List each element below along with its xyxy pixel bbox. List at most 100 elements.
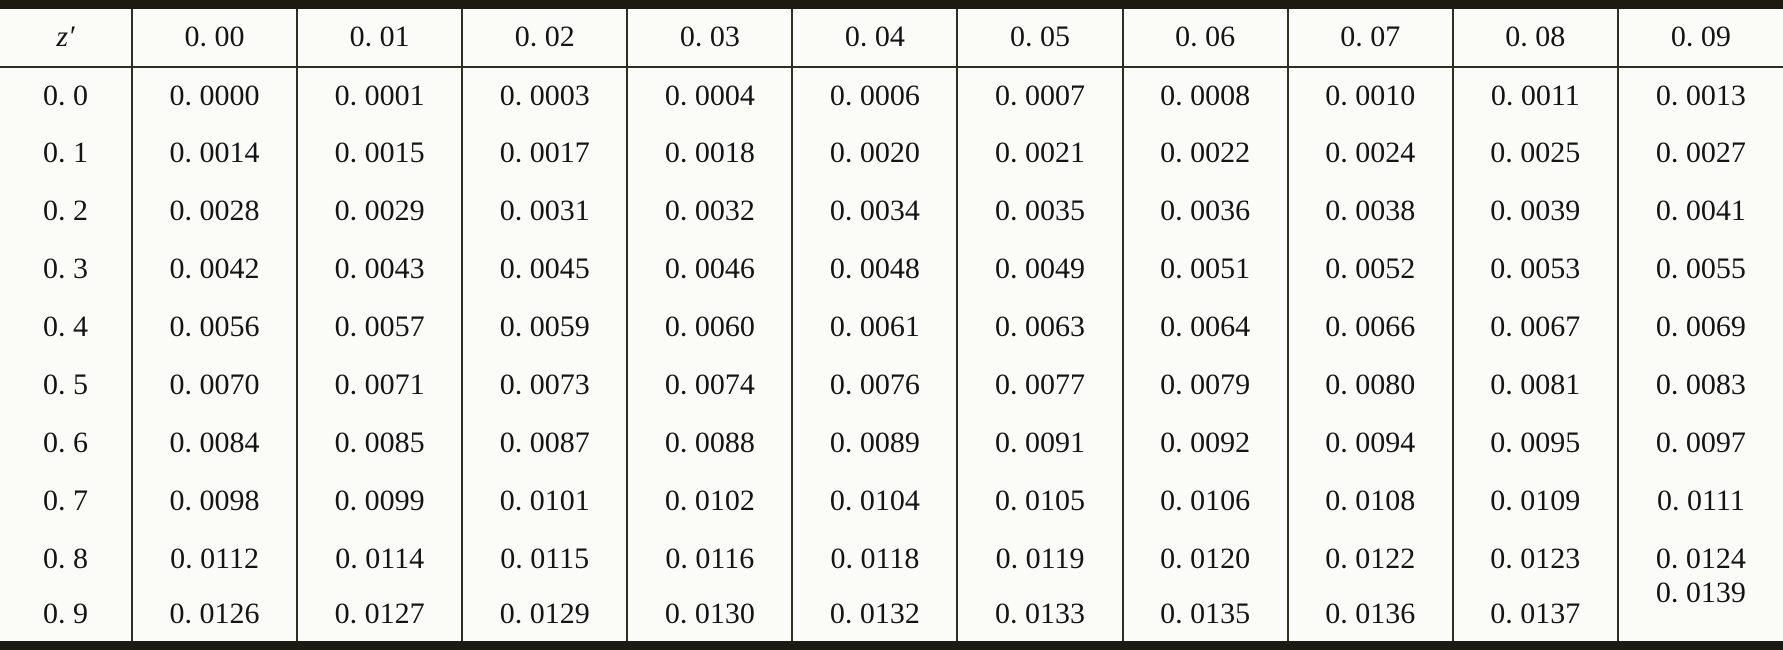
cell-value: 0. 0014 xyxy=(169,136,260,170)
cell-value: 0. 0003 xyxy=(499,78,590,112)
cell-value: 0. 0126 xyxy=(169,597,260,631)
cell-value: 0. 0102 xyxy=(664,483,755,517)
table-cell: 0. 0079 xyxy=(1122,355,1289,414)
table-cell: 0. 0136 xyxy=(1287,587,1454,646)
table-cell: 0. 0087 xyxy=(462,413,629,472)
table-cell: 0. 0035 xyxy=(957,182,1124,241)
z-prime-label: z′ xyxy=(56,20,75,54)
table-cell: 0. 0031 xyxy=(462,182,629,241)
cell-value: 0. 0132 xyxy=(829,597,920,631)
table-cell: 0. 0038 xyxy=(1287,182,1454,241)
table-cell: 0. 0085 xyxy=(297,413,464,472)
cell-value: 0. 0004 xyxy=(664,78,755,112)
cell-value: 0. 0043 xyxy=(334,252,425,286)
table-cell: 0. 0069 xyxy=(1618,298,1783,356)
cell-value: 0. 0101 xyxy=(499,483,590,517)
cell-value: 0. 0115 xyxy=(500,541,590,575)
table-row-4: 0. 4 0. 0056 0. 0057 0. 0059 0. 0060 0. 0061 0… xyxy=(0,298,1783,356)
table-cell: 0. 0133 xyxy=(957,587,1124,646)
cell-value: 0. 0087 xyxy=(499,425,590,459)
table-cell: 0. 0059 xyxy=(462,298,629,356)
table-cell: 0. 0130 xyxy=(627,587,794,646)
table-cell: 0. 0011 xyxy=(1452,66,1619,125)
cell-value: 0. 0049 xyxy=(995,252,1086,286)
row-header-2: 0. 2 xyxy=(0,182,133,241)
cell-value: 0. 0006 xyxy=(829,78,920,112)
table-cell: 0. 0034 xyxy=(792,182,959,241)
cell-value: 0. 0060 xyxy=(664,310,755,343)
cell-value: 0. 0048 xyxy=(829,252,920,286)
cell-value: 0. 0008 xyxy=(1160,78,1251,112)
table-cell: 0. 0088 xyxy=(627,413,794,472)
table-cell: 0. 0091 xyxy=(957,413,1124,472)
table-row-8: 0. 8 0. 0112 0. 0114 0. 0115 0. 0116 0. 0118 0… xyxy=(0,529,1783,588)
cell-value: 0. 0045 xyxy=(499,252,590,286)
column-header-5: 0. 05 xyxy=(957,4,1124,68)
table-cell: 0. 0017 xyxy=(462,124,629,183)
table-cell: 0. 0028 xyxy=(132,182,299,241)
cell-value: 0. 0032 xyxy=(664,194,755,228)
cell-value: 0. 0066 xyxy=(1325,310,1416,343)
table-cell: 0. 0084 xyxy=(132,413,299,472)
cell-value: 0. 0013 xyxy=(1655,78,1746,112)
table-cell: 0. 0097 xyxy=(1618,414,1783,472)
table-cell: 0. 0041 xyxy=(1618,182,1783,240)
table-cell: 0. 0061 xyxy=(792,298,959,356)
cell-value: 0. 0059 xyxy=(499,310,590,343)
table-cell: 0. 0001 xyxy=(297,66,464,125)
table-cell: 0. 0043 xyxy=(297,240,464,299)
cell-value: 0. 0085 xyxy=(334,425,425,459)
table-cell: 0. 0010 xyxy=(1287,66,1454,125)
column-header-2: 0. 02 xyxy=(462,4,629,68)
cell-value: 0. 0122 xyxy=(1325,541,1416,575)
table-cell: 0. 0127 xyxy=(297,587,464,646)
cell-value: 0. 0079 xyxy=(1160,367,1251,401)
header-row: z′ 0. 00 0. 01 0. 02 0. 03 0. 04 0. 05 0. 06 0. … xyxy=(0,4,1783,68)
cell-value: 0. 0007 xyxy=(995,78,1086,112)
table-cell: 0. 0135 xyxy=(1122,587,1289,646)
table-cell: 0. 0094 xyxy=(1287,413,1454,472)
table-cell: 0. 0015 xyxy=(297,124,464,183)
table-cell: 0. 0076 xyxy=(792,355,959,414)
table-cell: 0. 0111 xyxy=(1618,472,1783,530)
table-cell: 0. 0057 xyxy=(297,298,464,356)
cell-value: 0. 0064 xyxy=(1160,310,1251,343)
cell-value: 0. 0137 xyxy=(1490,597,1581,631)
table-cell: 0. 0074 xyxy=(627,355,794,414)
table-cell: 0. 0060 xyxy=(627,298,794,356)
table-cell: 0. 0077 xyxy=(957,355,1124,414)
table-cell: 0. 0105 xyxy=(957,471,1124,530)
table-cell: 0. 0098 xyxy=(132,471,299,530)
cell-value: 0. 0056 xyxy=(169,310,260,343)
table-cell: 0. 0070 xyxy=(132,355,299,414)
table-cell: 0. 0029 xyxy=(297,182,464,241)
cell-value: 0. 0027 xyxy=(1655,136,1746,170)
cell-value: 0. 0133 xyxy=(995,597,1086,631)
cell-value: 0. 0011 xyxy=(1490,78,1580,112)
cell-value: 0. 0053 xyxy=(1490,252,1581,286)
table-cell: 0. 0089 xyxy=(792,413,959,472)
table-cell: 0. 0020 xyxy=(792,124,959,183)
cell-value: 0. 0139 xyxy=(1655,576,1746,610)
table-cell: 0. 0115 xyxy=(462,529,629,588)
row-header-5: 0. 5 xyxy=(0,355,133,414)
table-cell: 0. 0067 xyxy=(1452,298,1619,356)
column-header-6: 0. 06 xyxy=(1122,4,1289,68)
cell-value: 0. 0022 xyxy=(1160,136,1251,170)
cell-value: 0. 0124 xyxy=(1655,541,1746,575)
table-cell: 0. 0118 xyxy=(792,529,959,588)
table-cell: 0. 0123 xyxy=(1452,529,1619,588)
cell-value: 0. 0070 xyxy=(169,367,260,401)
table-cell: 0. 0137 xyxy=(1452,587,1619,646)
row-header-7: 0. 7 xyxy=(0,471,133,530)
table-cell: 0. 0099 xyxy=(297,471,464,530)
column-header-8: 0. 08 xyxy=(1452,4,1619,68)
cell-value: 0. 0034 xyxy=(829,194,920,228)
table-cell: 0. 0116 xyxy=(627,529,794,588)
cell-value: 0. 0099 xyxy=(334,483,425,517)
table-cell: 0. 0052 xyxy=(1287,240,1454,299)
cell-value: 0. 0116 xyxy=(665,541,755,575)
cell-value: 0. 0067 xyxy=(1490,310,1581,343)
column-header-1: 0. 01 xyxy=(297,4,464,68)
